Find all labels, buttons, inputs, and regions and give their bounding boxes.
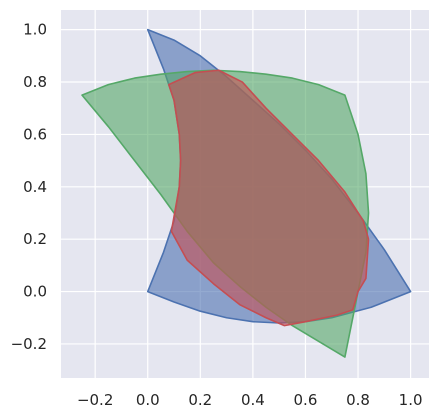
x-tick-label: −0.2 [77,391,113,409]
y-tick-label: 0.6 [23,125,47,143]
y-tick-label: 0.8 [23,73,47,91]
x-tick-label: 0.6 [294,391,318,409]
x-tick-label: 0.0 [136,391,160,409]
x-tick-label: 0.4 [241,391,265,409]
y-tick-label: 0.0 [23,283,47,301]
x-axis-ticks: −0.2 0.0 0.2 0.4 0.6 0.8 1.0 [77,391,423,409]
y-tick-label: 1.0 [23,21,47,39]
x-tick-label: 1.0 [399,391,423,409]
y-tick-label: −0.2 [11,335,47,353]
y-tick-label: 0.4 [23,178,47,196]
x-tick-label: 0.8 [346,391,370,409]
y-tick-label: 0.2 [23,230,47,248]
series-2-region [167,69,370,327]
x-tick-label: 0.2 [188,391,212,409]
series-layer [81,28,412,358]
y-axis-ticks: −0.2 0.0 0.2 0.4 0.6 0.8 1.0 [11,21,47,353]
